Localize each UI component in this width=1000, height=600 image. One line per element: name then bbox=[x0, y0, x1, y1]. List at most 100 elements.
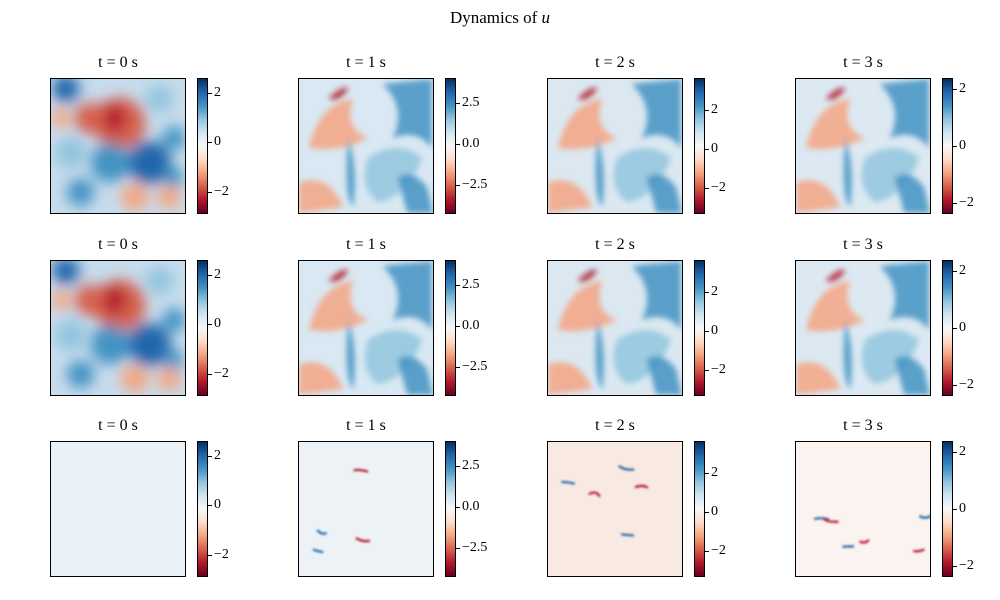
colorbar-tick-label: 0 bbox=[214, 316, 221, 332]
field-structure bbox=[843, 138, 852, 208]
colorbar-tick-label: 2.5 bbox=[462, 457, 480, 473]
colorbar bbox=[694, 78, 705, 214]
field-blob bbox=[145, 266, 174, 295]
panel-title: t = 2 s bbox=[595, 236, 635, 253]
colorbar-tick-label: −2 bbox=[959, 194, 974, 210]
field-blob bbox=[51, 261, 80, 285]
heatmap-field bbox=[51, 261, 185, 395]
panel-title: t = 0 s bbox=[98, 417, 138, 434]
heatmap-field bbox=[548, 442, 682, 576]
field-structure bbox=[825, 87, 846, 100]
field-blob bbox=[164, 167, 185, 188]
panel-title: t = 1 s bbox=[346, 54, 386, 71]
colorbar-tick bbox=[208, 324, 212, 326]
field-structure bbox=[308, 98, 368, 150]
field-blob bbox=[162, 308, 185, 332]
field-structure bbox=[894, 356, 930, 395]
heatmap-background bbox=[548, 442, 682, 576]
colorbar bbox=[197, 78, 208, 214]
colorbar-tick-label: −2.5 bbox=[462, 358, 488, 374]
field-structure bbox=[557, 98, 617, 150]
colorbar-tick-label: 2 bbox=[959, 263, 966, 279]
field-blob bbox=[51, 79, 80, 103]
field-structure bbox=[299, 362, 344, 395]
residual-streak bbox=[355, 537, 371, 543]
field-blob bbox=[51, 290, 71, 311]
colorbar bbox=[445, 441, 456, 577]
heatmap-field bbox=[299, 79, 433, 213]
field-blob bbox=[120, 183, 149, 212]
panel-title: t = 1 s bbox=[346, 236, 386, 253]
heatmap-field bbox=[51, 442, 185, 576]
colorbar-tick bbox=[208, 554, 212, 556]
heatmap-panel bbox=[298, 441, 434, 577]
field-structure bbox=[861, 147, 920, 203]
field-blob bbox=[164, 349, 185, 370]
heatmap-panel bbox=[547, 441, 683, 577]
panel-title: t = 0 s bbox=[98, 54, 138, 71]
colorbar-tick bbox=[456, 184, 460, 186]
field-blob bbox=[157, 185, 182, 210]
field-structure bbox=[646, 356, 682, 395]
colorbar-tick-label: 0 bbox=[711, 322, 718, 338]
heatmap-field bbox=[548, 261, 682, 395]
colorbar-tick bbox=[456, 325, 460, 327]
colorbar-tick-label: −2 bbox=[214, 183, 229, 199]
heatmap-panel bbox=[795, 78, 931, 214]
field-structure bbox=[382, 79, 433, 148]
heatmap-panel bbox=[298, 78, 434, 214]
field-blob bbox=[120, 365, 149, 394]
colorbar-tick bbox=[705, 109, 709, 111]
colorbar-tick-label: 0 bbox=[959, 501, 966, 516]
colorbar-tick bbox=[456, 143, 460, 145]
field-blob bbox=[90, 143, 130, 183]
colorbar-tick-label: 2 bbox=[711, 464, 718, 480]
residual-streak bbox=[588, 491, 601, 498]
colorbar-tick-label: 2 bbox=[214, 84, 221, 100]
colorbar-tick bbox=[953, 384, 957, 386]
colorbar-tick bbox=[953, 509, 957, 510]
colorbar-tick-label: 0.0 bbox=[462, 498, 480, 514]
colorbar-tick bbox=[456, 506, 460, 508]
field-structure bbox=[843, 320, 852, 390]
field-structure bbox=[364, 147, 423, 203]
field-blob bbox=[162, 126, 185, 150]
field-structure bbox=[613, 329, 672, 385]
colorbar-tick-label: 2 bbox=[214, 447, 221, 463]
field-structure bbox=[825, 269, 846, 282]
residual-streak bbox=[561, 480, 575, 485]
field-structure bbox=[805, 98, 865, 150]
colorbar-tick bbox=[208, 274, 212, 276]
colorbar-tick-label: −2 bbox=[214, 365, 229, 381]
field-structure bbox=[397, 356, 433, 395]
colorbar-tick-label: −2 bbox=[959, 557, 974, 573]
residual-streak bbox=[316, 529, 328, 535]
field-blob bbox=[98, 104, 126, 133]
residual-streak bbox=[621, 533, 634, 537]
heatmap-background bbox=[299, 442, 433, 576]
colorbar-tick bbox=[456, 284, 460, 286]
field-structure bbox=[557, 280, 617, 332]
colorbar-tick-label: −2 bbox=[959, 376, 974, 392]
colorbar-tick bbox=[705, 291, 709, 293]
colorbar bbox=[694, 441, 705, 577]
heatmap-panel bbox=[50, 78, 186, 214]
field-blob bbox=[127, 141, 172, 185]
panel-title: t = 3 s bbox=[843, 417, 883, 434]
colorbar bbox=[942, 260, 953, 396]
colorbar-tick-label: −2 bbox=[711, 362, 726, 378]
field-structure bbox=[346, 320, 355, 390]
colorbar-tick-label: 2 bbox=[711, 283, 718, 299]
colorbar-tick-label: −2 bbox=[711, 180, 726, 196]
colorbar-tick-label: 0.0 bbox=[462, 135, 480, 151]
residual-streak bbox=[912, 548, 925, 553]
panel-title: t = 2 s bbox=[595, 417, 635, 434]
field-structure bbox=[796, 180, 841, 213]
colorbar-tick bbox=[456, 465, 460, 467]
colorbar-tick-label: 0 bbox=[214, 497, 221, 513]
panel-title: t = 2 s bbox=[595, 54, 635, 71]
field-structure bbox=[805, 280, 865, 332]
field-structure bbox=[879, 79, 930, 148]
colorbar bbox=[197, 260, 208, 396]
field-blob bbox=[145, 84, 174, 113]
